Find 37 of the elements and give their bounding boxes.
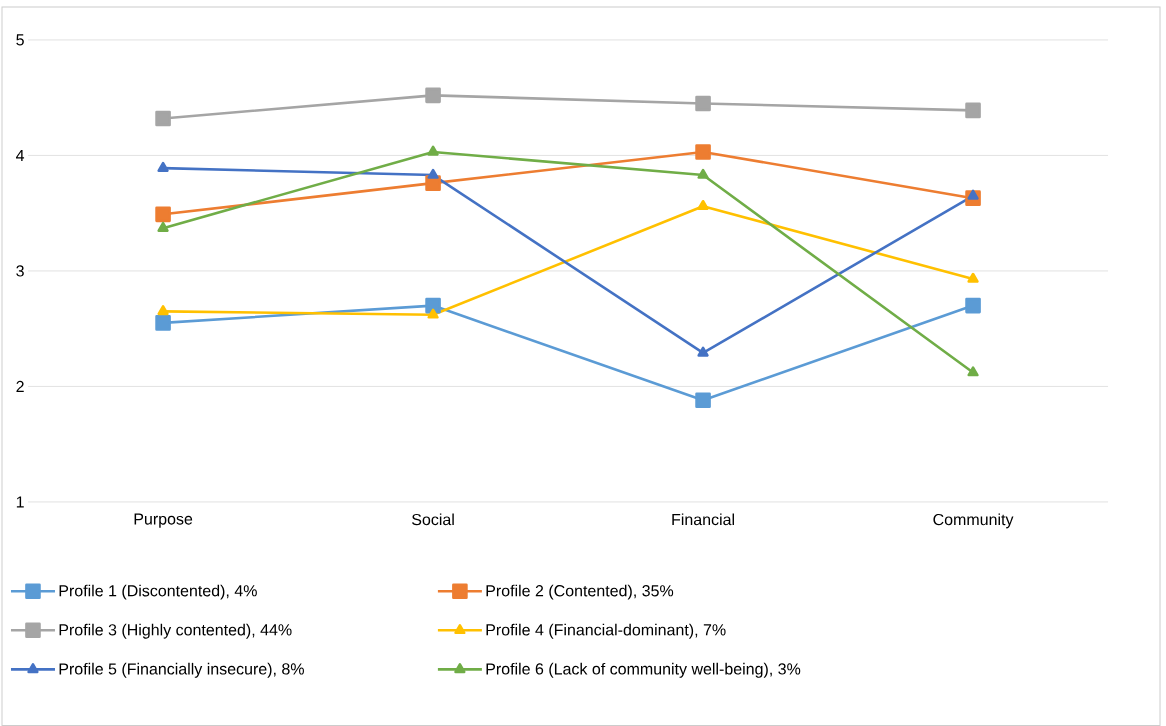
point	[697, 168, 709, 179]
point	[967, 366, 979, 377]
y-tick-label: 4	[16, 149, 25, 161]
legend-label: Profile 2 (Contented), 35%	[486, 584, 674, 600]
point	[967, 272, 979, 283]
legend-label: Profile 5 (Financially insecure), 8%	[59, 662, 304, 678]
y-tick-label: 1	[16, 496, 24, 508]
legend-label: Profile 4 (Financial-dominant), 7%	[486, 623, 726, 639]
point	[157, 221, 169, 232]
x-tick-label: Financial	[672, 513, 734, 526]
point	[155, 206, 171, 223]
point	[695, 144, 711, 160]
y-tick-label: 2	[16, 380, 24, 393]
y-tick-label: 3	[16, 265, 24, 277]
point	[425, 297, 441, 314]
point	[427, 145, 439, 156]
point	[427, 168, 439, 179]
point	[157, 161, 169, 172]
legend-label: Profile 6 (Lack of community well-being), 3%	[486, 662, 801, 678]
point	[695, 95, 711, 112]
x-tick-label: Community	[933, 513, 1014, 529]
point	[697, 346, 709, 357]
x-tick-label: Purpose	[134, 513, 193, 528]
point	[695, 392, 711, 409]
legend-label: Profile 1 (Discontented), 4%	[59, 584, 257, 600]
point	[157, 305, 169, 316]
point	[155, 110, 171, 127]
legend-label: Profile 3 (Highly contented), 44%	[59, 623, 292, 639]
point	[155, 315, 171, 331]
point	[697, 199, 709, 211]
point	[965, 297, 981, 314]
y-tick-label: 5	[16, 34, 24, 46]
point	[425, 87, 441, 104]
point	[965, 102, 981, 119]
x-tick-label: Social	[412, 513, 454, 526]
point	[427, 308, 439, 319]
point	[967, 189, 979, 200]
